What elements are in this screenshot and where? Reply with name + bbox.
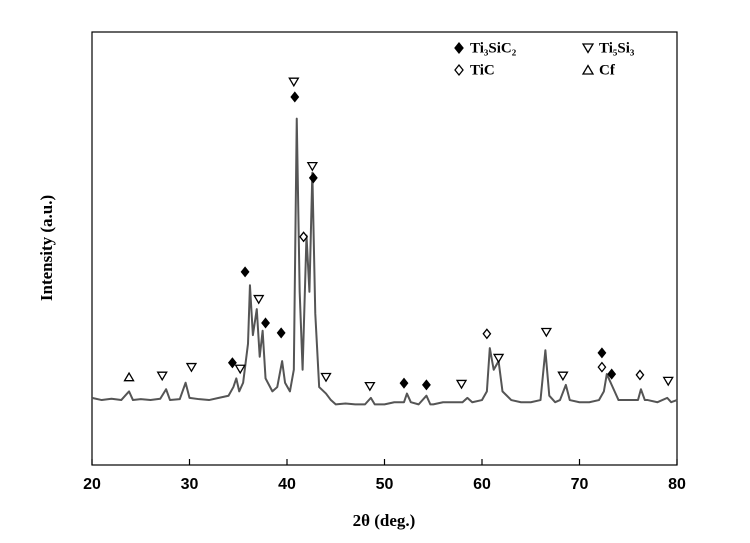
legend-symbol xyxy=(454,63,464,77)
phase-marker xyxy=(185,362,198,373)
phase-marker xyxy=(253,294,265,305)
phase-marker xyxy=(240,266,250,278)
xrd-pattern xyxy=(91,117,678,406)
x-tick-label: 80 xyxy=(668,476,686,493)
phase-marker xyxy=(320,372,332,383)
legend-label: Cf xyxy=(599,62,616,78)
phase-marker xyxy=(123,371,135,382)
legend-label: Ti₅Si₃ xyxy=(599,40,635,56)
x-tick-label: 30 xyxy=(181,476,199,493)
phase-marker xyxy=(227,357,237,369)
phase-marker xyxy=(290,91,300,103)
x-tick-label: 60 xyxy=(473,476,491,493)
phase-marker xyxy=(364,381,376,392)
y-axis-title: Intensity (a.u.) xyxy=(37,195,56,301)
phase-marker xyxy=(607,368,617,380)
phase-marker xyxy=(557,371,569,382)
legend-label: TiC xyxy=(470,62,495,78)
phase-marker xyxy=(421,379,431,391)
legend-label: Ti₃SiC₂ xyxy=(470,40,517,56)
phase-marker xyxy=(597,347,607,359)
phase-marker xyxy=(308,172,318,184)
phase-marker xyxy=(261,317,270,329)
phase-marker xyxy=(276,327,286,339)
phase-marker xyxy=(635,369,645,381)
x-tick-label: 20 xyxy=(83,476,101,493)
phase-marker xyxy=(482,328,492,340)
phase-marker xyxy=(288,77,300,88)
phase-marker xyxy=(306,161,318,172)
phase-marker xyxy=(492,353,505,364)
phase-marker xyxy=(234,364,246,375)
legend-symbol xyxy=(581,64,595,75)
legend-symbol xyxy=(454,41,464,55)
phase-marker xyxy=(597,361,607,373)
legend-symbol xyxy=(581,43,595,54)
x-tick-label: 50 xyxy=(376,476,394,493)
phase-marker xyxy=(662,376,674,387)
x-tick-label: 70 xyxy=(571,476,589,493)
phase-marker xyxy=(455,379,468,390)
phase-marker xyxy=(299,231,309,243)
x-tick-label: 40 xyxy=(278,476,296,493)
phase-marker xyxy=(399,377,409,389)
phase-marker xyxy=(156,371,168,382)
x-axis-title: 2θ (deg.) xyxy=(353,511,416,530)
phase-marker xyxy=(540,327,552,338)
